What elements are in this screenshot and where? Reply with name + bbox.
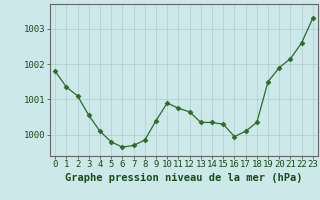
X-axis label: Graphe pression niveau de la mer (hPa): Graphe pression niveau de la mer (hPa) bbox=[65, 173, 303, 183]
